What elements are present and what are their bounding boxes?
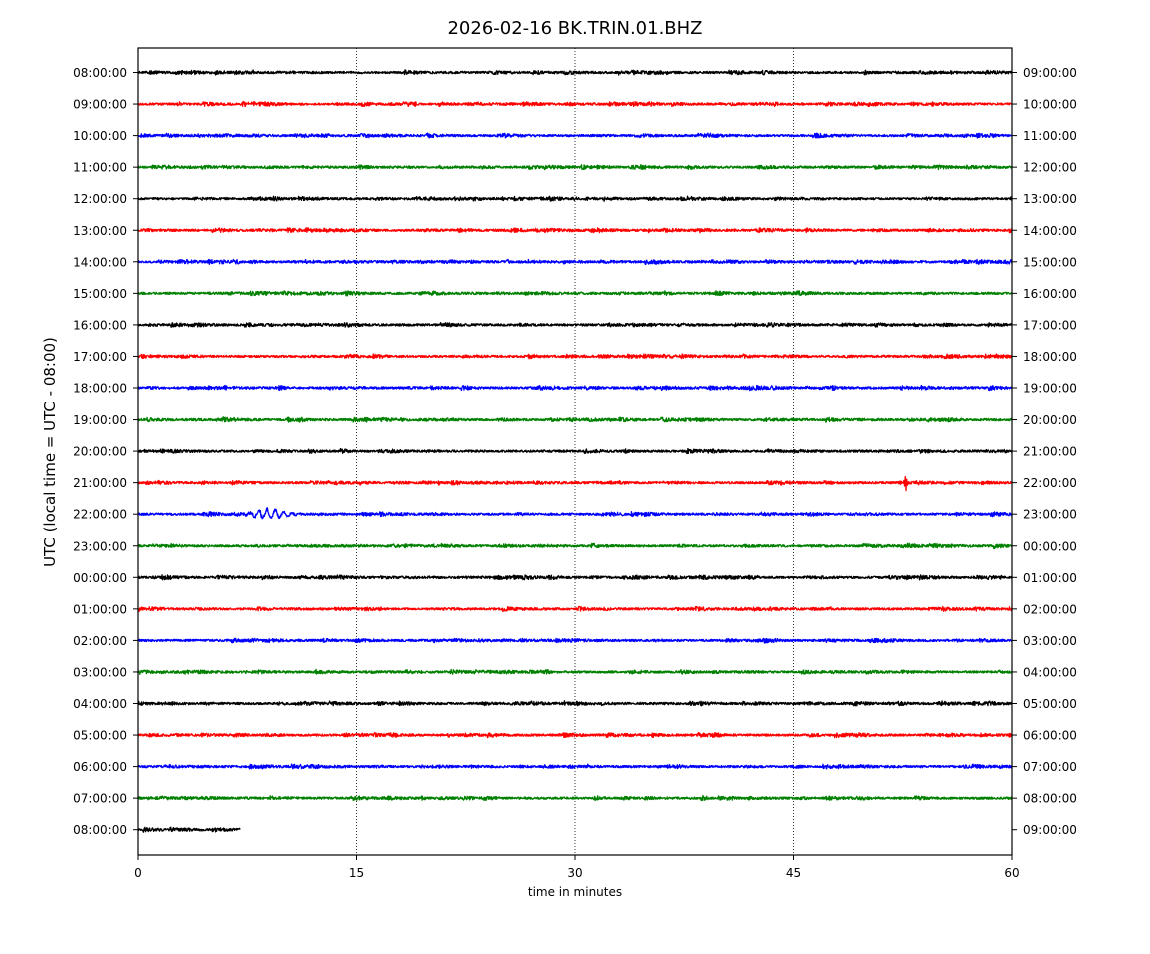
row-label-local: 09:00:00	[1023, 823, 1077, 837]
row-label-utc: 22:00:00	[73, 508, 127, 522]
row-label-utc: 23:00:00	[73, 539, 127, 553]
x-axis-label: time in minutes	[528, 885, 622, 899]
row-label-local: 01:00:00	[1023, 571, 1077, 585]
row-label-local: 04:00:00	[1023, 665, 1077, 679]
row-label-local: 06:00:00	[1023, 729, 1077, 743]
row-label-utc: 08:00:00	[73, 66, 127, 80]
seismic-trace-050000-21	[137, 731, 1013, 739]
seismic-trace-040000-20	[137, 700, 1013, 707]
seismic-trace-140000-6	[137, 258, 1013, 266]
row-label-utc: 06:00:00	[73, 760, 127, 774]
row-label-local: 21:00:00	[1023, 445, 1077, 459]
seismic-trace-110000-3	[137, 164, 1013, 171]
row-label-local: 16:00:00	[1023, 287, 1077, 301]
row-label-utc: 10:00:00	[73, 129, 127, 143]
row-label-utc: 17:00:00	[73, 350, 127, 364]
row-label-local: 07:00:00	[1023, 760, 1077, 774]
row-label-local: 23:00:00	[1023, 508, 1077, 522]
seismic-trace-080000-24	[137, 826, 241, 833]
row-label-local: 22:00:00	[1023, 476, 1077, 490]
seismic-trace-120000-4	[137, 195, 1013, 202]
row-label-local: 17:00:00	[1023, 318, 1077, 332]
row-label-utc: 13:00:00	[73, 224, 127, 238]
row-label-local: 08:00:00	[1023, 792, 1077, 806]
seismic-trace-030000-19	[137, 668, 1013, 676]
row-label-local: 03:00:00	[1023, 634, 1077, 648]
plot-frame	[137, 47, 1013, 856]
row-label-utc: 09:00:00	[73, 98, 127, 112]
seismic-trace-170000-9	[137, 353, 1013, 360]
row-label-local: 15:00:00	[1023, 255, 1077, 269]
row-label-utc: 12:00:00	[73, 192, 127, 206]
row-label-utc: 04:00:00	[73, 697, 127, 711]
seismic-trace-230000-15	[137, 542, 1013, 550]
seismic-trace-060000-22	[137, 763, 1013, 770]
seismic-trace-010000-17	[137, 605, 1013, 613]
chart-title: 2026-02-16 BK.TRIN.01.BHZ	[447, 18, 702, 39]
seismic-trace-020000-18	[137, 637, 1013, 644]
x-tick-label: 45	[786, 866, 801, 880]
row-label-utc: 05:00:00	[73, 729, 127, 743]
row-label-utc: 03:00:00	[73, 665, 127, 679]
seismic-trace-160000-8	[137, 322, 1013, 328]
seismic-trace-090000-1	[137, 100, 1013, 108]
seismic-trace-080000-0	[137, 69, 1013, 76]
row-label-local: 20:00:00	[1023, 413, 1077, 427]
row-label-utc: 14:00:00	[73, 255, 127, 269]
row-label-local: 19:00:00	[1023, 382, 1077, 396]
axes: 0 15 30 45 60 08:00:00 09:00:00 09:00:00 10:00:0…	[73, 66, 1077, 880]
row-label-utc: 20:00:00	[73, 445, 127, 459]
row-label-local: 10:00:00	[1023, 98, 1077, 112]
seismic-trace-070000-23	[137, 794, 1013, 802]
row-label-utc: 18:00:00	[73, 382, 127, 396]
row-label-utc: 00:00:00	[73, 571, 127, 585]
row-label-utc: 21:00:00	[73, 476, 127, 490]
seismic-trace-130000-5	[137, 227, 1013, 234]
seismic-trace-150000-7	[137, 290, 1013, 297]
row-label-utc: 19:00:00	[73, 413, 127, 427]
seismic-trace-200000-12	[137, 447, 1013, 455]
row-label-local: 14:00:00	[1023, 224, 1077, 238]
row-label-local: 02:00:00	[1023, 602, 1077, 616]
row-label-utc: 16:00:00	[73, 318, 127, 332]
row-label-local: 12:00:00	[1023, 161, 1077, 175]
grid-lines	[356, 48, 794, 855]
row-label-local: 18:00:00	[1023, 350, 1077, 364]
row-label-utc: 15:00:00	[73, 287, 127, 301]
row-label-utc: 11:00:00	[73, 161, 127, 175]
row-label-local: 00:00:00	[1023, 539, 1077, 553]
y-axis-label: UTC (local time = UTC - 08:00)	[41, 337, 59, 567]
seismic-trace-210000-13	[137, 475, 1013, 492]
row-label-utc: 01:00:00	[73, 602, 127, 616]
row-label-utc: 08:00:00	[73, 823, 127, 837]
x-tick-label: 30	[567, 866, 582, 880]
seismic-traces	[137, 69, 1013, 833]
x-tick-label: 15	[349, 866, 364, 880]
x-tick-label: 0	[134, 866, 142, 880]
row-label-local: 13:00:00	[1023, 192, 1077, 206]
row-label-local: 05:00:00	[1023, 697, 1077, 711]
seismic-trace-220000-14	[137, 507, 1013, 520]
seismic-trace-100000-2	[137, 132, 1013, 139]
x-tick-label: 60	[1004, 866, 1019, 880]
seismic-trace-000000-16	[137, 574, 1013, 581]
seismic-trace-190000-11	[137, 416, 1013, 423]
seismic-trace-180000-10	[137, 384, 1013, 392]
row-label-local: 11:00:00	[1023, 129, 1077, 143]
row-label-local: 09:00:00	[1023, 66, 1077, 80]
row-label-utc: 07:00:00	[73, 792, 127, 806]
row-label-utc: 02:00:00	[73, 634, 127, 648]
